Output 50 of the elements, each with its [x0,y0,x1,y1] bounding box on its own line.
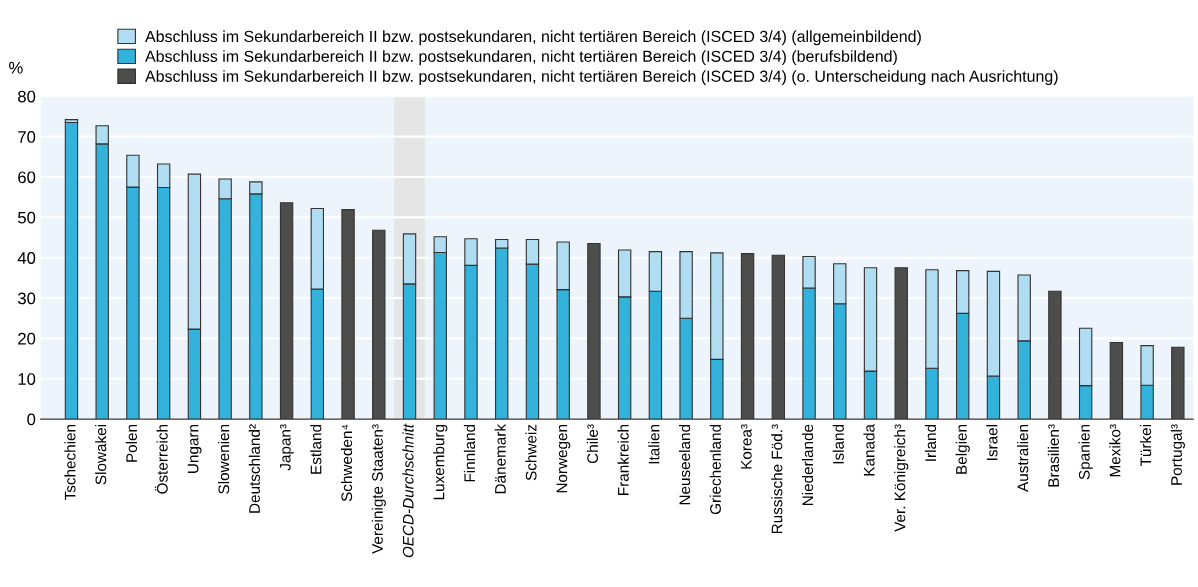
y-tick-label: 0 [27,413,36,426]
x-tick-label: Deutschland² [248,424,260,513]
x-tick-label: Spanien [1078,424,1093,480]
x-tick-label: Chile³ [586,424,599,464]
x-tick-label: Schweden⁴ [340,424,353,502]
x-tick-label: Niederlande [801,424,814,506]
x-tick-label: Norwegen [556,424,571,493]
x-tick-label: Polen [125,424,138,462]
x-tick-label: Schweiz [525,424,537,481]
x-tick-label: Israel [986,425,998,460]
x-tick-label: Luxemburg [433,424,448,500]
x-tick-label: Australien [1017,424,1029,492]
x-tick-label: Vereinigte Staaten³ [371,424,386,554]
x-tick-label: Dänemark [494,423,506,494]
x-tick-label: Portugal³ [1170,424,1185,485]
x-tick-label: Finnland [463,424,476,482]
x-tick-label: Korea³ [740,424,752,469]
y-tick-label: 80 [18,90,36,103]
legend-label: Abschluss im Sekundarbereich II bzw. postsekundaren, nicht tertiären Bereich (ISCED 3/4) (berufsbildend) [145,50,897,66]
x-tick-label: Kanada [863,423,875,476]
x-tick-label: Belgien [955,424,970,474]
x-tick-label: Österreich [154,424,168,494]
x-tick-label: Tschechien [64,424,76,501]
y-tick-label: 40 [17,252,36,264]
legend-label: Abschluss im Sekundarbereich II bzw. postsekundaren, nicht tertiären Bereich (ISCED 3/4) (o. Unterscheidung nach Ausrichtung) [145,70,1058,86]
x-tick-label: Estland [310,424,322,474]
y-tick-label: 70 [18,131,36,143]
x-tick-label: Italien [648,424,660,464]
y-tick-label: 30 [17,292,36,305]
y-tick-label: 50 [18,211,36,224]
x-tick-label: Brasilien³ [1047,424,1060,487]
x-tick-label: Mexiko³ [1109,424,1121,477]
x-tick-label: Japan³ [279,424,294,471]
x-tick-label: Slowakei [95,425,107,485]
y-tick-label: 60 [18,171,36,184]
x-tick-label: Ver. Königreich³ [894,424,909,532]
x-tick-label: Slowenien [218,424,230,494]
x-tick-label: Ungarn [187,424,202,473]
x-tick-label: Russische Föd.³ [771,424,783,534]
x-tick-label: OECD-Durchschnitt [402,423,414,558]
x-tick-label: Irland [924,424,937,461]
legend-label: Abschluss im Sekundarbereich II bzw. postsekundaren, nicht tertiären Bereich (ISCED 3/4) (allgemeinbildend) [145,30,921,46]
x-tick-label: Island [832,424,844,464]
x-tick-label: Frankreich [617,424,629,495]
y-axis-title: % [9,61,23,74]
x-tick-label: Neuseeland [679,424,691,505]
y-tick-label: 20 [18,332,36,345]
x-tick-label: Türkei [1139,425,1152,467]
x-tick-label: Griechenland [709,424,721,515]
y-tick-label: 10 [18,373,36,385]
